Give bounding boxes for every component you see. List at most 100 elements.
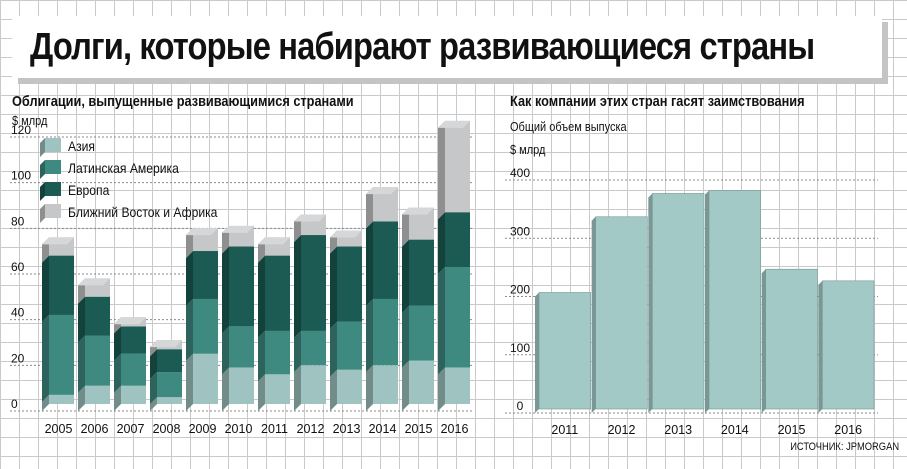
bar-top-face: [330, 230, 362, 238]
left-xtick-label: 2011: [261, 422, 288, 436]
bar-segment: [157, 349, 182, 373]
left-ytick-label: 20: [11, 351, 25, 365]
bar-top-face: [42, 237, 74, 245]
issuance-bar: [822, 280, 875, 410]
bar-segment: [265, 255, 290, 331]
issuance-bar: [652, 193, 705, 410]
right-ytick-label: 100: [510, 341, 530, 355]
bar-segment-side: [78, 335, 85, 393]
right-xtick-label: 2013: [664, 423, 692, 437]
right-ytick-label: 0: [517, 399, 524, 413]
bar-top-face: [258, 237, 290, 245]
bar-segment-side: [330, 369, 337, 411]
source-note: ИСТОЧНИК: JPMORGAN: [790, 441, 899, 453]
bar-segment-side: [222, 326, 229, 375]
right-xtick-label: 2016: [834, 423, 862, 437]
legend-label: Европа: [68, 182, 110, 198]
right-ytick-label: 200: [510, 283, 530, 297]
bar-segment: [193, 251, 218, 299]
bar-segment-side: [258, 330, 265, 382]
bar-segment: [337, 369, 362, 404]
bar-top-face: [438, 120, 470, 128]
bar-segment: [409, 360, 434, 404]
bar-segment: [337, 321, 362, 370]
issuance-bar-side: [591, 216, 596, 413]
left-xtick-label: 2016: [441, 422, 469, 436]
bar-segment: [49, 314, 74, 395]
left-ytick-label: 120: [11, 123, 31, 137]
legend-swatch-side: [40, 138, 45, 157]
bar-top-face: [150, 340, 182, 348]
bar-segment: [157, 397, 182, 404]
left-xtick-label: 2012: [297, 422, 325, 436]
issuance-bar-side: [818, 280, 823, 413]
legend-swatch: [45, 204, 61, 218]
bar-segment-side: [258, 255, 265, 338]
bar-segment-side: [294, 235, 301, 338]
bar-segment-side: [294, 365, 301, 411]
bar-segment-side: [222, 367, 229, 411]
bar-segment: [49, 394, 74, 404]
legend-label: Ближний Восток и Африка: [68, 204, 218, 220]
bar-segment: [373, 298, 398, 366]
bar-segment: [445, 212, 470, 267]
bar-segment: [373, 221, 398, 299]
left-xtick-label: 2013: [333, 422, 361, 436]
bar-segment: [229, 326, 254, 368]
legend-label: Азия: [68, 138, 95, 154]
left-xtick-label: 2015: [405, 422, 433, 436]
bar-top-face: [366, 187, 398, 195]
issuance-bar-side: [535, 292, 539, 413]
left-ytick-label: 100: [11, 169, 31, 183]
bar-segment: [301, 365, 326, 404]
headline-box: Долги, которые набирают развивающиеся ст…: [12, 16, 882, 78]
bar-top-face: [402, 207, 434, 215]
bar-top-face: [294, 214, 326, 222]
left-ytick-label: 0: [11, 397, 18, 411]
right-xtick-label: 2014: [721, 423, 749, 437]
left-xtick-label: 2006: [81, 422, 109, 436]
right-chart-unit: $ млрд: [510, 143, 546, 157]
bar-segment-side: [114, 326, 121, 361]
left-xtick-label: 2007: [117, 422, 145, 436]
bar-segment: [265, 374, 290, 404]
legend-label: Латинская Америка: [68, 160, 180, 176]
bar-segment: [409, 305, 434, 361]
bar-segment: [301, 235, 326, 331]
bar-segment-side: [42, 314, 49, 402]
bar-segment: [445, 367, 470, 404]
bar-top-face: [78, 278, 110, 286]
bar-segment-side: [150, 372, 157, 405]
bar-segment-side: [78, 385, 85, 411]
legend-swatch: [45, 138, 61, 152]
bar-segment: [301, 330, 326, 366]
issuance-bar: [765, 268, 818, 410]
bar-segment: [85, 296, 110, 336]
left-xtick-label: 2005: [45, 422, 73, 436]
right-chart-title: Как компании этих стран гасят заимствова…: [510, 93, 805, 110]
bar-segment-side: [186, 353, 193, 411]
issuance-bar: [708, 190, 761, 410]
left-xtick-label: 2008: [153, 422, 181, 436]
bar-segment: [229, 367, 254, 404]
right-ytick-label: 400: [510, 166, 530, 180]
bar-segment: [121, 326, 146, 354]
bar-segment-side: [78, 296, 85, 343]
left-xtick-label: 2009: [189, 422, 217, 436]
bar-segment-side: [438, 267, 445, 375]
right-xtick-label: 2012: [608, 423, 636, 437]
legend-swatch-side: [40, 182, 45, 201]
legend-swatch: [45, 160, 61, 174]
right-xtick-label: 2011: [551, 423, 578, 437]
issuance-bar-side: [761, 269, 766, 413]
legend-swatch-side: [40, 160, 45, 179]
left-ytick-label: 60: [11, 260, 25, 274]
bar-segment-side: [366, 187, 373, 229]
right-xtick-label: 2015: [778, 423, 806, 437]
bar-segment-side: [438, 212, 445, 274]
bar-top-face: [186, 228, 218, 236]
left-chart-title: Облигации, выпущенные развивающимися стр…: [12, 93, 354, 110]
right-ytick-label: 300: [510, 224, 530, 238]
bar-segment: [85, 335, 110, 386]
